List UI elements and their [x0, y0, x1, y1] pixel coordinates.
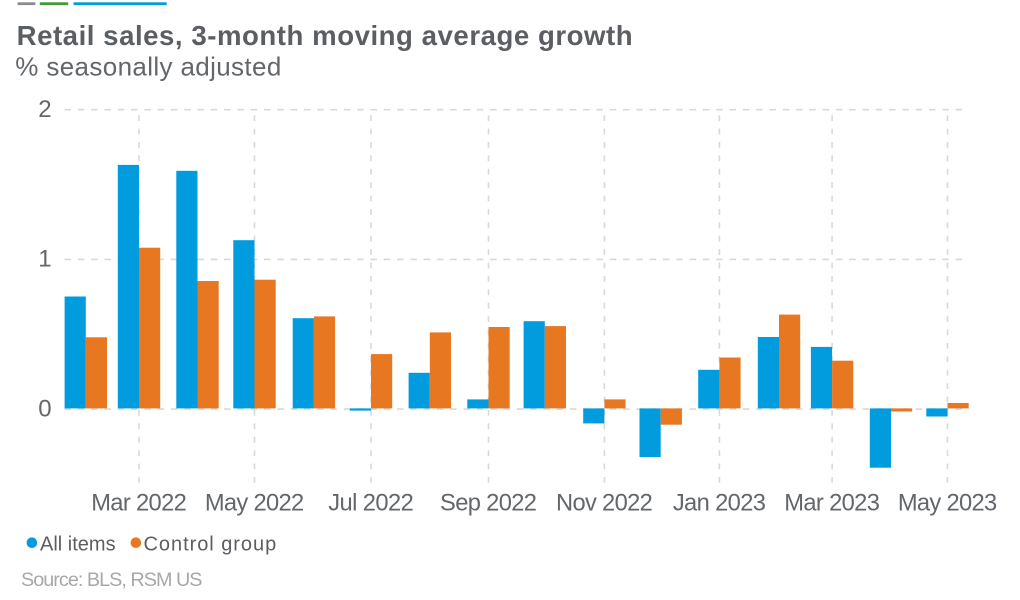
- svg-text:% seasonally adjusted: % seasonally adjusted: [15, 52, 281, 82]
- svg-text:2: 2: [38, 96, 51, 123]
- svg-text:Sep 2022: Sep 2022: [440, 491, 537, 517]
- svg-text:0: 0: [38, 395, 51, 422]
- svg-text:All items: All items: [40, 534, 116, 556]
- svg-text:Mar 2022: Mar 2022: [91, 491, 187, 517]
- svg-text:Jul 2022: Jul 2022: [328, 491, 414, 517]
- svg-text:Source: BLS, RSM US: Source: BLS, RSM US: [21, 569, 203, 591]
- svg-text:Control group: Control group: [144, 534, 277, 556]
- svg-text:Mar 2023: Mar 2023: [784, 491, 880, 517]
- svg-text:1: 1: [38, 246, 51, 273]
- svg-text:Nov 2022: Nov 2022: [556, 491, 653, 517]
- svg-text:Retail sales, 3-month moving a: Retail sales, 3-month moving average gro…: [17, 20, 633, 51]
- svg-text:May 2023: May 2023: [898, 491, 997, 517]
- svg-text:May 2022: May 2022: [205, 491, 304, 517]
- svg-text:Jan 2023: Jan 2023: [673, 491, 766, 517]
